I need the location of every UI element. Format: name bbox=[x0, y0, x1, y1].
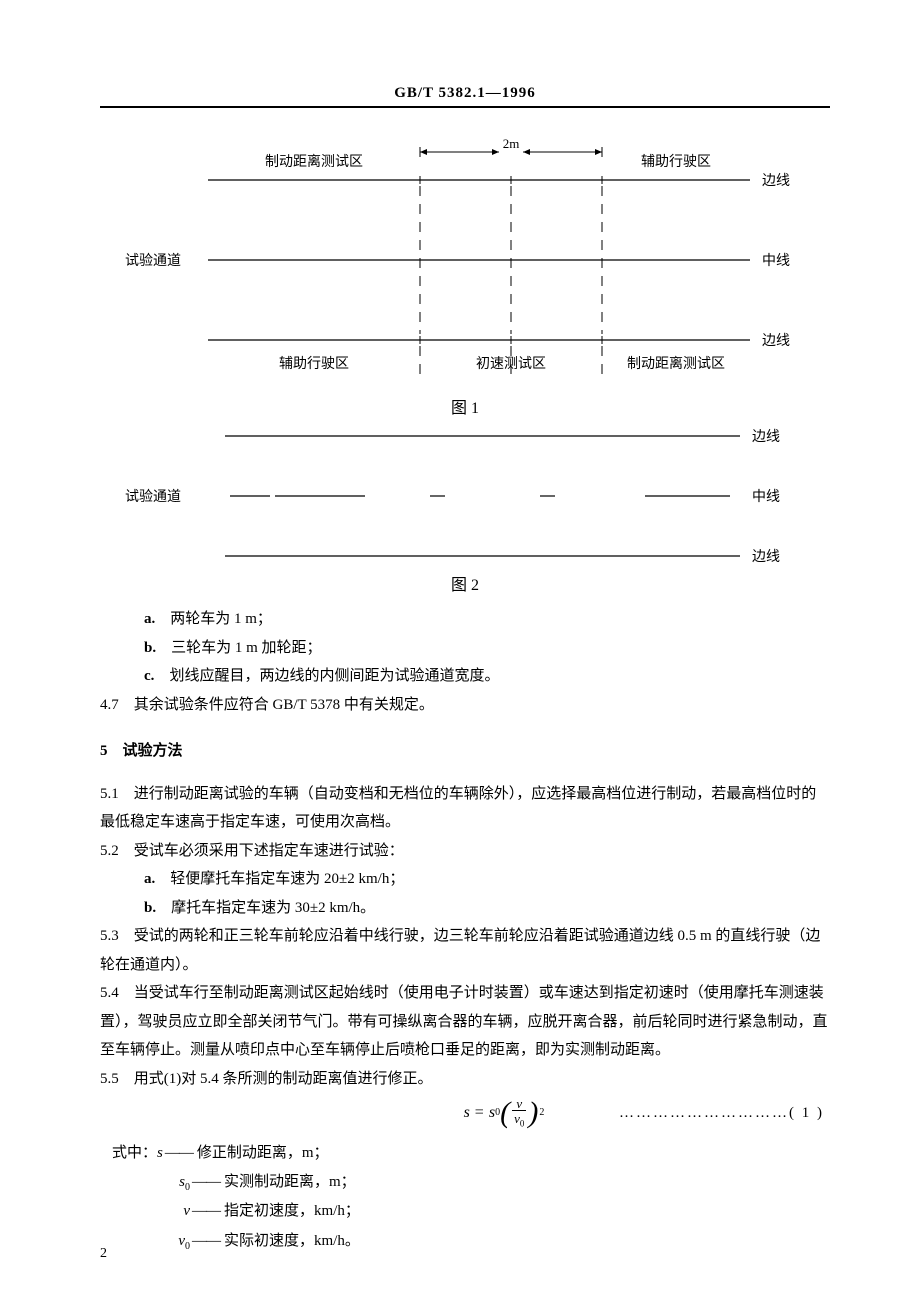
p5-2a-text: 轻便摩托车指定车速为 20±2 km/h； bbox=[170, 871, 404, 887]
where-v0-sub: 0 bbox=[185, 1241, 190, 1252]
svg-text:边线: 边线 bbox=[762, 333, 790, 349]
where-v0-sym: v bbox=[178, 1233, 185, 1249]
where-s-sym: s bbox=[157, 1139, 163, 1168]
para-5-5: 5.5 用式(1)对 5.4 条所测的制动距离值进行修正。 bbox=[100, 1065, 830, 1094]
equation-number: …………………………( 1 ) bbox=[544, 1099, 830, 1128]
eq-num: v bbox=[516, 1096, 522, 1111]
list-item-c: c. 划线应醒目，两边线的内侧间距为试验通道宽度。 bbox=[100, 662, 830, 691]
standard-code: GB/T 5382.1—1996 bbox=[100, 85, 830, 102]
svg-text:试验通道: 试验通道 bbox=[125, 489, 181, 505]
list-item-5-2b: b. 摩托车指定车速为 30±2 km/h。 bbox=[100, 894, 830, 923]
list-item-b: b. 三轮车为 1 m 加轮距； bbox=[100, 634, 830, 663]
where-intro-text: 式中： bbox=[112, 1145, 157, 1161]
where-s0: s0——实测制动距离，m； bbox=[100, 1168, 830, 1198]
figure-1-svg: 2m制动距离测试区辅助行驶区边线试验通道中线边线辅助行驶区初速测试区制动距离测试… bbox=[120, 136, 810, 386]
where-v: v——指定初速度，km/h； bbox=[100, 1197, 830, 1226]
figure-2: 边线试验通道中线边线 bbox=[120, 428, 810, 563]
where-v0: v0——实际初速度，km/h。 bbox=[100, 1227, 830, 1257]
where-s0-sub: 0 bbox=[185, 1182, 190, 1193]
where-s-txt: 修正制动距离，m； bbox=[197, 1145, 329, 1161]
page-number: 2 bbox=[100, 1246, 107, 1262]
where-intro: 式中：s——修正制动距离，m； bbox=[100, 1139, 830, 1168]
list-a-text: 两轮车为 1 m； bbox=[170, 611, 272, 627]
where-v0-txt: 实际初速度，km/h。 bbox=[224, 1233, 360, 1249]
svg-text:制动距离测试区: 制动距离测试区 bbox=[627, 355, 725, 372]
figure-1-caption: 图 1 bbox=[100, 394, 830, 418]
header-rule bbox=[100, 106, 830, 108]
svg-text:中线: 中线 bbox=[762, 253, 790, 269]
svg-text:试验通道: 试验通道 bbox=[125, 253, 181, 269]
svg-text:制动距离测试区: 制动距离测试区 bbox=[265, 153, 363, 170]
eq-den-sub: 0 bbox=[520, 1119, 525, 1129]
list-item-5-2a: a. 轻便摩托车指定车速为 20±2 km/h； bbox=[100, 865, 830, 894]
figure-2-caption: 图 2 bbox=[100, 571, 830, 595]
where-s0-txt: 实测制动距离，m； bbox=[224, 1174, 356, 1190]
p5-2b-text: 摩托车指定车速为 30±2 km/h。 bbox=[171, 900, 375, 916]
svg-text:初速测试区: 初速测试区 bbox=[476, 355, 546, 372]
where-v-sym: v bbox=[158, 1197, 190, 1226]
equation-1: s = s0 ( v v0 )2 …………………………( 1 ) bbox=[100, 1097, 830, 1129]
para-5-1: 5.1 进行制动距离试验的车辆（自动变档和无档位的车辆除外），应选择最高档位进行… bbox=[100, 780, 830, 837]
equation-body: s = s0 ( v v0 )2 bbox=[464, 1097, 545, 1129]
svg-text:辅助行驶区: 辅助行驶区 bbox=[641, 154, 711, 170]
svg-text:中线: 中线 bbox=[752, 489, 780, 505]
svg-text:边线: 边线 bbox=[752, 549, 780, 563]
figure-2-svg: 边线试验通道中线边线 bbox=[120, 428, 810, 563]
section-5-title: 5 试验方法 bbox=[100, 737, 830, 766]
para-5-3: 5.3 受试的两轮和正三轮车前轮应沿着中线行驶，边三轮车前轮应沿着距试验通道边线… bbox=[100, 922, 830, 979]
para-5-4: 5.4 当受试车行至制动距离测试区起始线时（使用电子计时装置）或车速达到指定初速… bbox=[100, 979, 830, 1065]
svg-text:边线: 边线 bbox=[752, 429, 780, 445]
where-v-txt: 指定初速度，km/h； bbox=[224, 1203, 360, 1219]
svg-text:边线: 边线 bbox=[762, 173, 790, 189]
list-item-a: a. 两轮车为 1 m； bbox=[100, 605, 830, 634]
svg-text:辅助行驶区: 辅助行驶区 bbox=[279, 356, 349, 372]
svg-text:2m: 2m bbox=[503, 136, 520, 151]
list-b-text: 三轮车为 1 m 加轮距； bbox=[171, 640, 321, 656]
para-5-2: 5.2 受试车必须采用下述指定车速进行试验： bbox=[100, 837, 830, 866]
figure-1: 2m制动距离测试区辅助行驶区边线试验通道中线边线辅助行驶区初速测试区制动距离测试… bbox=[120, 136, 810, 386]
body-text: a. 两轮车为 1 m； b. 三轮车为 1 m 加轮距； c. 划线应醒目，两… bbox=[100, 605, 830, 1256]
list-c-text: 划线应醒目，两边线的内侧间距为试验通道宽度。 bbox=[169, 668, 499, 684]
para-4-7: 4.7 其余试验条件应符合 GB/T 5378 中有关规定。 bbox=[100, 691, 830, 720]
